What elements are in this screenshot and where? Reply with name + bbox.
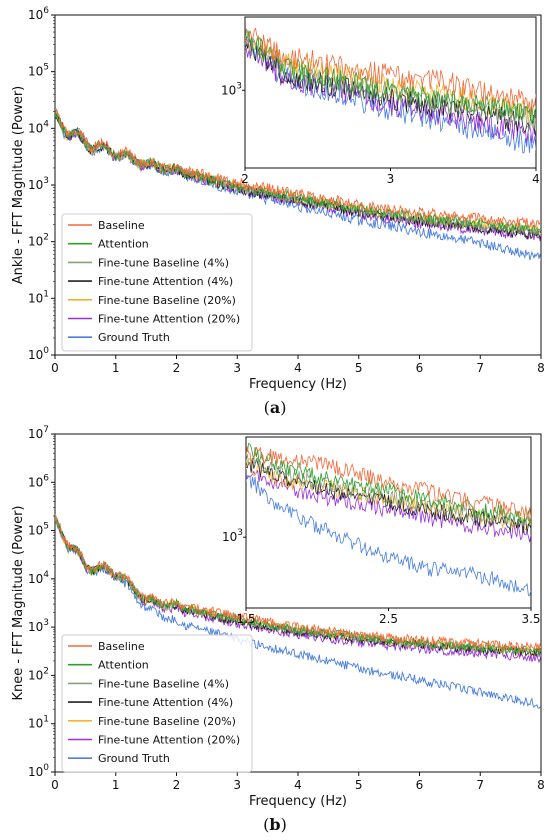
y-tick-label: 100 [28,346,49,362]
inset-series-line-attention [246,442,531,526]
legend-label: Fine-tune Baseline (20%) [98,715,236,728]
y-tick-label: 102 [28,233,49,249]
inset-series-line-ground-truth [246,475,531,596]
series-line-attention [55,515,541,655]
x-tick-label: 8 [537,361,545,375]
inset-y-tick-label: 103 [222,528,243,544]
x-tick-label: 6 [416,778,424,792]
x-axis-label: Frequency (Hz) [249,794,347,809]
x-tick-label: 1 [112,778,120,792]
x-axis-label: Frequency (Hz) [249,377,347,392]
y-tick-label: 103 [28,618,49,634]
inset-series-line-fine-tune-attention-4- [246,457,531,534]
x-tick-label: 1 [112,361,120,375]
y-tick-label: 101 [28,715,49,731]
legend-label: Fine-tune Baseline (20%) [98,294,236,307]
legend-label: Fine-tune Attention (4%) [98,275,233,288]
series-line-baseline [55,514,541,652]
legend-label: Fine-tune Attention (4%) [98,696,233,709]
inset-series-line-attention [245,30,536,124]
inset-x-tick-label: 3.5 [521,612,540,626]
y-tick-label: 104 [28,570,49,586]
y-tick-label: 107 [28,425,49,441]
legend-label: Attention [98,238,149,251]
legend: Baseline Attention Fine-tune Baseline (4%)… [61,213,253,352]
legend-label: Fine-tune Baseline (4%) [98,677,229,690]
inset-series-line-fine-tune-attention-4- [245,40,536,136]
y-axis-label: Knee - FFT Magnitude (Power) [11,506,26,701]
panel-caption: (b) [263,815,287,834]
inset-series-line-fine-tune-attention-20- [246,469,531,543]
legend-label: Fine-tune Baseline (4%) [98,256,229,269]
inset-x-tick-label: 2.5 [379,612,398,626]
series-line-baseline [55,108,541,229]
inset-x-tick-label: 4 [532,172,540,186]
x-tick-label: 4 [294,361,302,375]
y-tick-label: 106 [28,6,49,22]
legend: Baseline Attention Fine-tune Baseline (4%)… [61,634,253,773]
inset-plot: 1.5 2.5 3.5 103 [222,436,541,626]
inset-plot: 2 3 4 103 [221,16,540,186]
legend-box [61,634,253,773]
x-tick-label: 5 [355,361,363,375]
inset-y-tick-label: 103 [221,81,242,97]
inset-series-line-baseline [245,27,536,114]
x-tick-label: 0 [51,361,59,375]
inset-x-tick-label: 2 [241,172,249,186]
x-tick-label: 2 [173,361,181,375]
x-tick-label: 4 [294,778,302,792]
inset-series-line-baseline [246,446,531,521]
y-tick-label: 100 [28,763,49,779]
x-tick-label: 7 [476,361,484,375]
legend-label: Baseline [98,219,145,232]
x-tick-label: 0 [51,778,59,792]
legend-label: Ground Truth [98,331,170,344]
y-tick-label: 105 [28,522,49,538]
legend-label: Ground Truth [98,752,170,765]
legend-label: Fine-tune Attention (20%) [98,313,240,326]
panel-caption: (a) [264,398,287,417]
x-tick-label: 3 [233,778,241,792]
y-axis-label: Ankle - FFT Magnitude (Power) [11,86,26,284]
y-tick-label: 106 [28,473,49,489]
y-tick-label: 101 [28,289,49,305]
y-tick-label: 103 [28,176,49,192]
chart-panel-b: 0 1 2 3 4 5 6 7 8 100 101 102 103 104 105 106 107 Frequen… [11,425,545,834]
x-tick-label: 2 [173,778,181,792]
legend-label: Attention [98,659,149,672]
inset-x-tick-label: 3 [387,172,395,186]
legend-label: Baseline [98,640,145,653]
y-tick-label: 102 [28,666,49,682]
series-line-fine-tune-baseline-4- [55,111,541,236]
legend-box [61,213,253,352]
x-tick-label: 3 [233,361,241,375]
legend-label: Fine-tune Attention (20%) [98,734,240,747]
y-tick-label: 104 [28,119,49,135]
y-tick-label: 105 [28,63,49,79]
x-tick-label: 5 [355,778,363,792]
x-tick-label: 7 [476,778,484,792]
chart-panel-a: 0 1 2 3 4 5 6 7 8 100 101 102 103 104 105 106 Frequency … [11,6,545,417]
x-tick-label: 6 [416,361,424,375]
x-tick-label: 8 [537,778,545,792]
inset-series-line-fine-tune-baseline-4- [246,453,531,528]
inset-x-tick-label: 1.5 [236,612,255,626]
